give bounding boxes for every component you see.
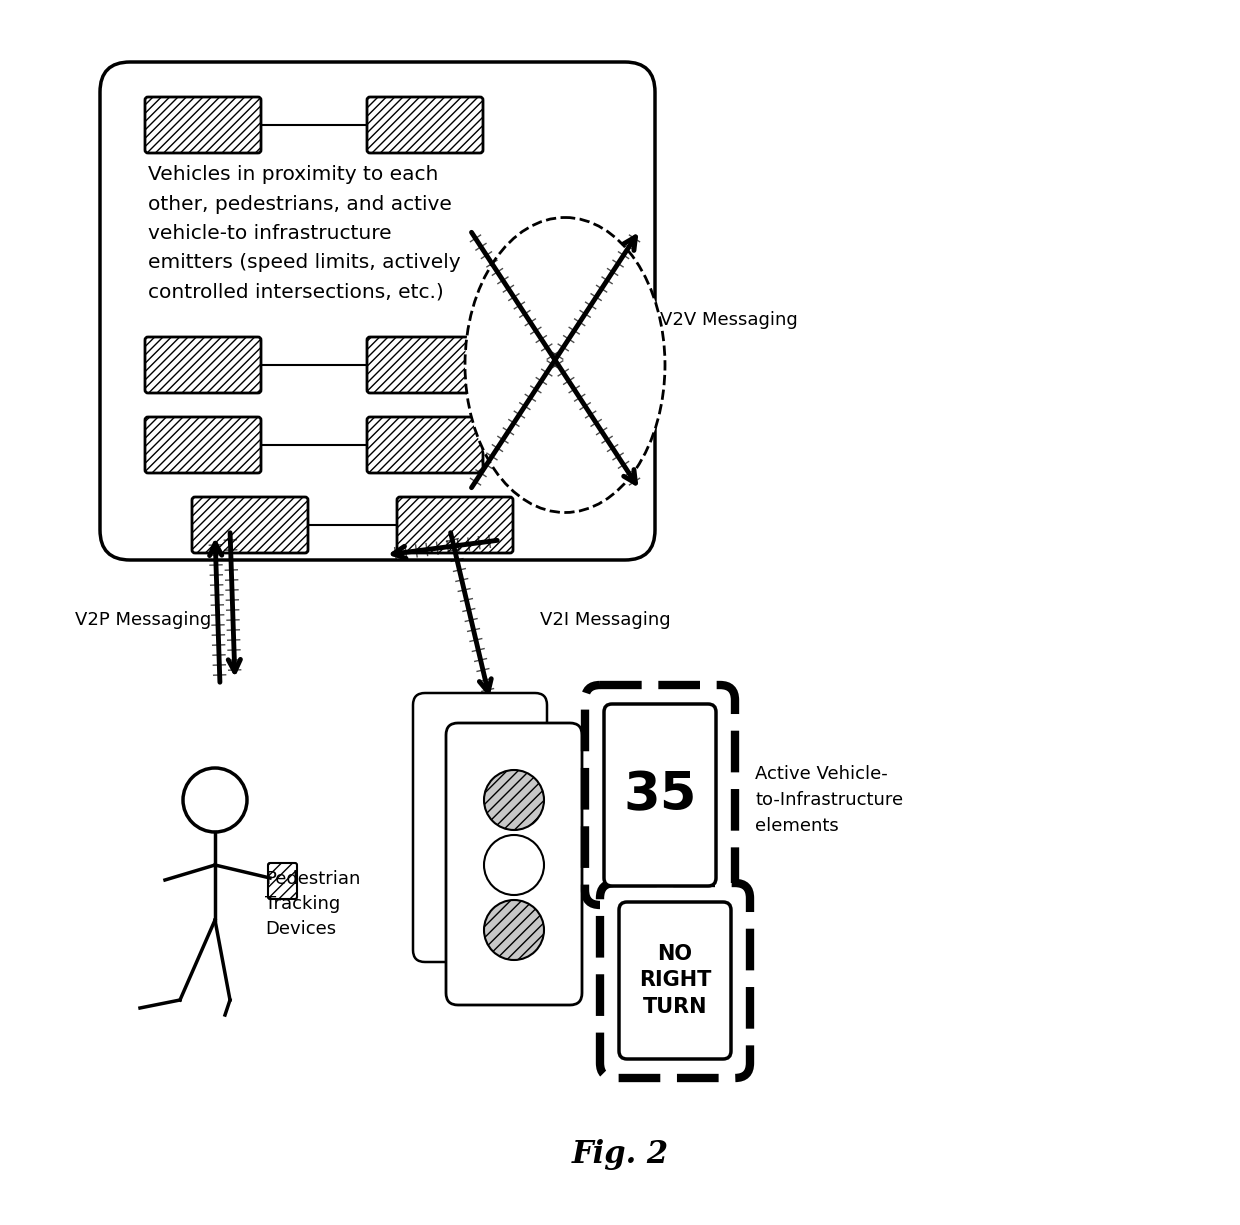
FancyBboxPatch shape	[397, 497, 513, 552]
FancyBboxPatch shape	[367, 337, 484, 393]
Circle shape	[484, 771, 544, 831]
Text: Vehicles in proximity to each
other, pedestrians, and active
vehicle-to infrastr: Vehicles in proximity to each other, ped…	[148, 165, 460, 303]
FancyBboxPatch shape	[367, 417, 484, 473]
FancyBboxPatch shape	[145, 417, 260, 473]
FancyBboxPatch shape	[600, 883, 750, 1078]
Circle shape	[453, 862, 508, 918]
Text: NO
RIGHT
TURN: NO RIGHT TURN	[639, 944, 712, 1017]
Ellipse shape	[465, 218, 665, 512]
Text: V2P Messaging: V2P Messaging	[74, 611, 211, 628]
FancyBboxPatch shape	[145, 97, 260, 153]
Text: Fig. 2: Fig. 2	[572, 1139, 668, 1171]
Text: Active Vehicle-
to-Infrastructure
elements: Active Vehicle- to-Infrastructure elemen…	[755, 764, 903, 835]
Text: Pedestrian
Tracking
Devices: Pedestrian Tracking Devices	[265, 870, 361, 938]
Circle shape	[453, 797, 508, 853]
Circle shape	[484, 835, 544, 895]
FancyBboxPatch shape	[192, 497, 308, 552]
FancyBboxPatch shape	[145, 337, 260, 393]
FancyBboxPatch shape	[413, 693, 547, 962]
Text: V2V Messaging: V2V Messaging	[660, 311, 797, 330]
FancyBboxPatch shape	[446, 723, 582, 1004]
Circle shape	[484, 900, 544, 960]
FancyBboxPatch shape	[367, 97, 484, 153]
FancyBboxPatch shape	[604, 704, 715, 886]
Circle shape	[453, 733, 508, 788]
FancyBboxPatch shape	[100, 62, 655, 560]
FancyBboxPatch shape	[619, 902, 732, 1058]
FancyBboxPatch shape	[585, 685, 735, 905]
Text: 35: 35	[624, 769, 697, 821]
Text: V2I Messaging: V2I Messaging	[539, 611, 671, 628]
